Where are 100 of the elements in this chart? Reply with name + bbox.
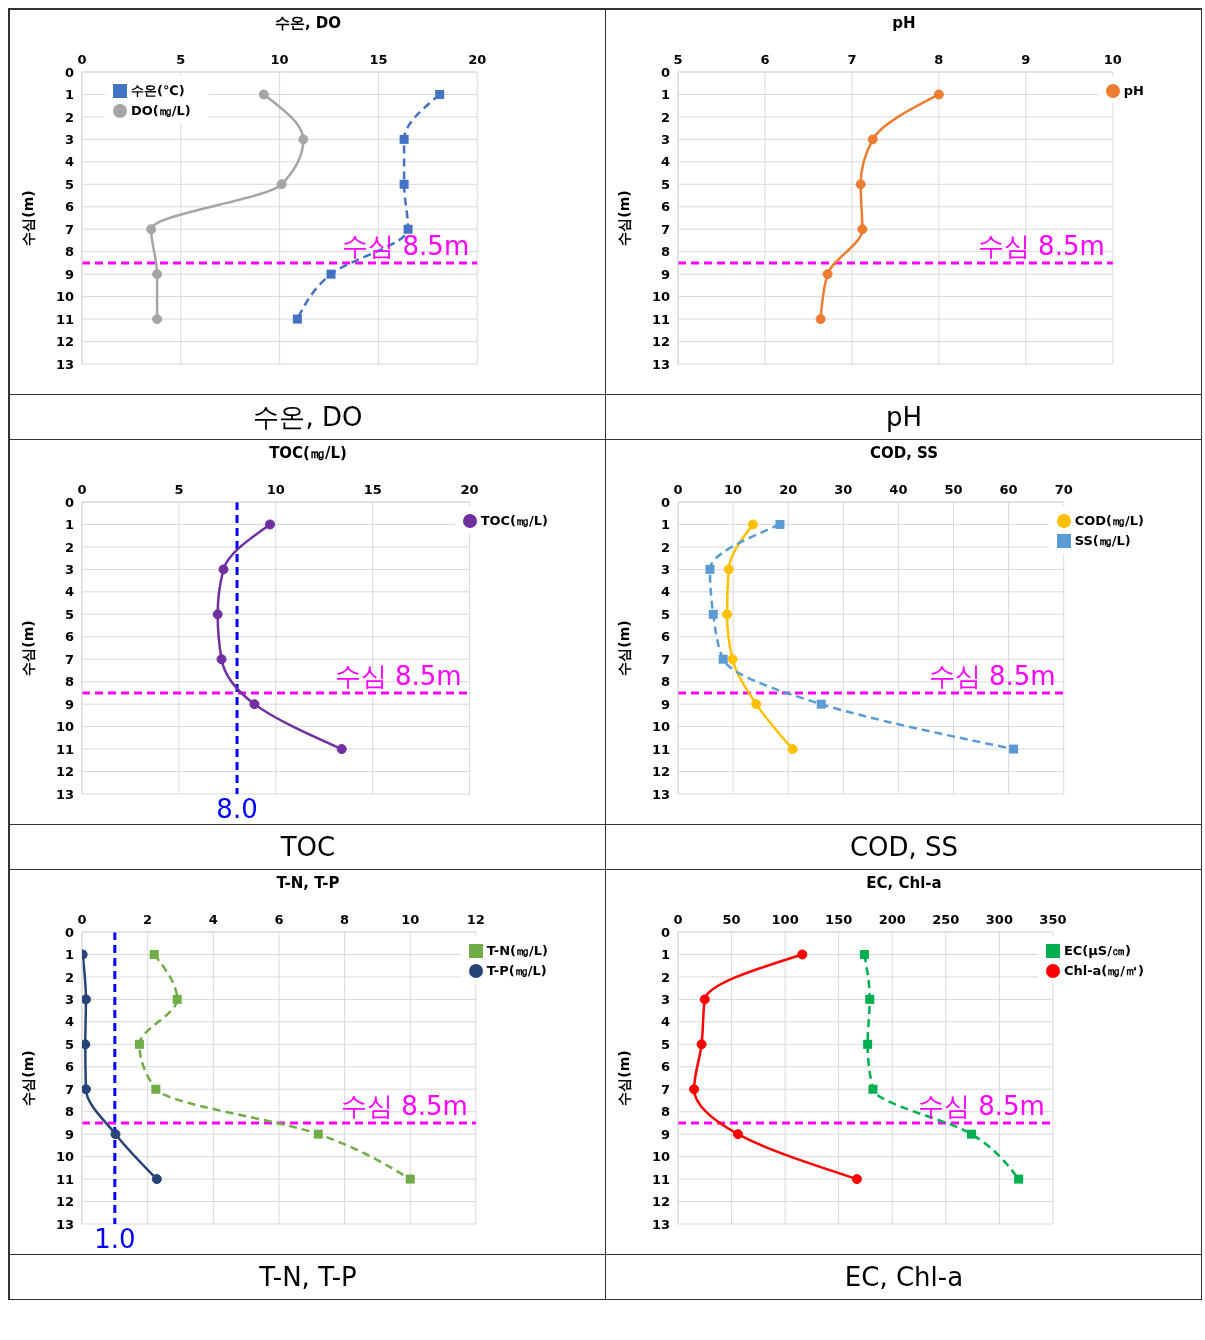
x-tick-label: 150	[825, 912, 853, 927]
y-tick-label: 1	[660, 947, 670, 963]
y-tick-label: 10	[55, 719, 74, 735]
y-tick-label: 8	[64, 674, 74, 690]
point	[151, 1084, 161, 1094]
point	[399, 179, 409, 189]
y-tick-label: 1	[64, 947, 74, 963]
y-tick-label: 8	[64, 1104, 74, 1120]
point	[775, 519, 785, 529]
point	[705, 564, 715, 574]
chart-title: TOC(㎎/L)	[268, 443, 348, 464]
x-tick-label: 70	[1054, 482, 1073, 497]
x-tick-label: 10	[724, 482, 743, 497]
point	[218, 564, 229, 575]
y-tick-label: 11	[55, 741, 74, 757]
x-tick-label: 30	[834, 482, 853, 497]
y-tick-label: 10	[651, 719, 670, 735]
ref-line-label: 수심 8.5m	[334, 660, 462, 691]
y-tick-label: 2	[64, 969, 74, 985]
y-tick-label: 7	[64, 221, 74, 237]
text: pH	[885, 402, 923, 432]
x-tick-label: 15	[363, 482, 382, 497]
x-tick-label: 350	[1039, 912, 1067, 927]
y-tick-label: 2	[64, 109, 74, 125]
legend-label: SS(㎎/L)	[1074, 533, 1131, 548]
point	[82, 1084, 91, 1095]
y-tick-label: 1	[64, 87, 74, 103]
y-tick-label: 11	[55, 311, 74, 327]
point	[851, 1174, 862, 1185]
x-tick-label: 8	[340, 912, 350, 927]
x-tick-label: 8	[934, 52, 944, 67]
point	[134, 1039, 144, 1049]
point	[326, 269, 336, 279]
y-tick-label: 8	[64, 244, 74, 260]
point	[857, 224, 868, 235]
point	[82, 1039, 91, 1050]
y-tick-label: 6	[64, 1059, 74, 1075]
x-tick-label: 5	[174, 482, 184, 497]
point	[149, 949, 159, 959]
y-tick-label: 0	[660, 494, 670, 510]
y-tick-label: 6	[64, 629, 74, 645]
y-tick-label: 9	[64, 1126, 74, 1142]
point	[403, 224, 413, 234]
y-tick-label: 10	[55, 1149, 74, 1165]
y-tick-label: 4	[64, 1014, 74, 1030]
point	[405, 1174, 415, 1184]
y-tick-label: 6	[660, 1059, 670, 1075]
x-tick-label: 20	[468, 52, 487, 67]
y-tick-label: 2	[660, 539, 670, 555]
point	[1009, 744, 1019, 754]
y-tick-label: 5	[660, 1036, 670, 1052]
chart-title: pH	[891, 13, 917, 34]
legend-label: T-N(㎎/L)	[486, 943, 548, 958]
y-tick-label: 9	[660, 266, 670, 282]
text: 수온, DO	[253, 400, 363, 434]
ref-line-label: 수심 8.5m	[928, 660, 1056, 691]
y-tick-label: 10	[55, 289, 74, 305]
y-tick-label: 3	[64, 562, 74, 577]
point	[336, 744, 347, 755]
x-tick-label: 10	[401, 912, 420, 927]
x-tick-label: 2	[143, 912, 153, 927]
x-tick-label: 0	[77, 482, 87, 497]
point	[435, 89, 445, 99]
point	[1014, 1174, 1024, 1184]
legend-label: TOC(㎎/L)	[480, 513, 548, 528]
point	[722, 609, 733, 620]
y-tick-label: 2	[64, 539, 74, 555]
x-tick-label: 0	[673, 482, 683, 497]
legend-label: 수온(℃)	[131, 83, 185, 98]
point	[967, 1129, 977, 1139]
x-tick-label: 50	[944, 482, 963, 497]
point	[747, 519, 758, 530]
x-tick-label: 0	[673, 912, 683, 927]
point	[265, 519, 275, 530]
point	[212, 609, 223, 620]
point	[152, 269, 163, 280]
point	[298, 134, 309, 145]
point	[822, 269, 833, 280]
y-tick-label: 0	[660, 64, 670, 80]
point	[797, 949, 808, 960]
y-tick-label: 12	[55, 764, 74, 780]
point	[816, 699, 826, 709]
y-tick-label: 8	[660, 1104, 670, 1120]
x-tick-label: 50	[722, 912, 741, 927]
y-tick-label: 12	[651, 334, 670, 350]
y-tick-label: 9	[64, 266, 74, 282]
text: COD, SS	[849, 832, 959, 862]
point	[152, 314, 163, 325]
y-tick-label: 8	[660, 674, 670, 690]
y-axis-title: 수심(m)	[19, 190, 36, 246]
point	[863, 1039, 873, 1049]
y-tick-label: 3	[64, 132, 74, 147]
y-tick-label: 0	[64, 64, 74, 80]
legend-label: T-P(㎎/L)	[486, 963, 547, 978]
ref-line-label: 수심 8.5m	[340, 1090, 468, 1121]
y-tick-label: 12	[55, 1194, 74, 1210]
ref-line-label: 수심 8.5m	[917, 1090, 1045, 1121]
point	[151, 1174, 162, 1185]
text: TOC	[280, 832, 336, 862]
point	[110, 1129, 121, 1140]
